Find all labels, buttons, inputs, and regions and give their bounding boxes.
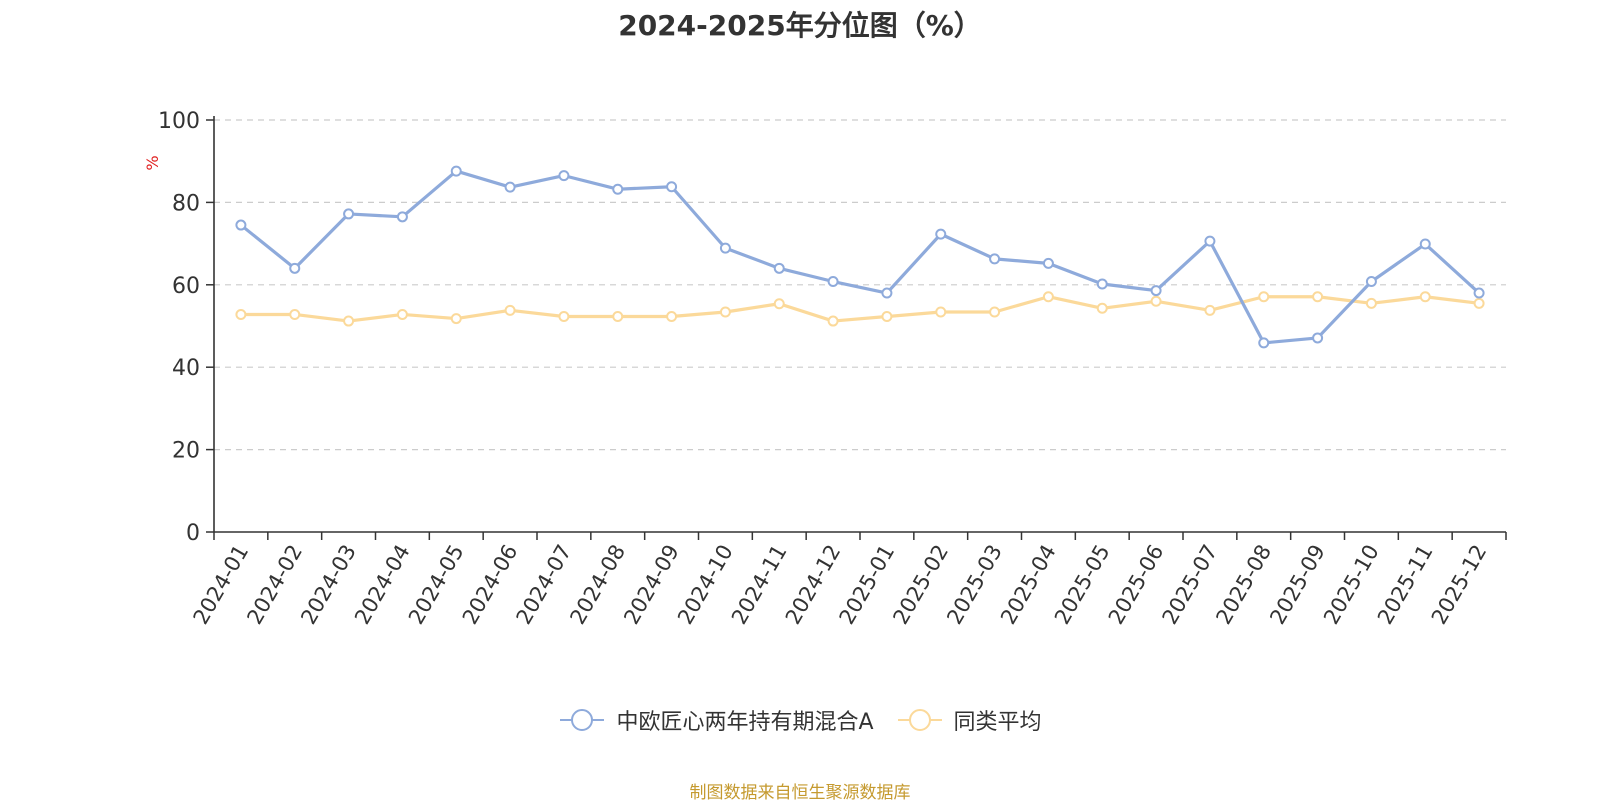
series-1-point: [827, 276, 839, 288]
series-1-point: [1312, 332, 1324, 344]
series-2-point: [827, 315, 839, 327]
series-1-point: [989, 253, 1001, 265]
axes: 020406080100%2024-012024-022024-032024-0…: [143, 109, 1507, 628]
series-2-point: [1096, 302, 1108, 314]
series-1-point: [450, 165, 462, 177]
series-2-point: [1312, 291, 1324, 303]
series-1-point: [289, 262, 301, 274]
series-2-point: [773, 298, 785, 310]
chart-title: 2024-2025年分位图（%）: [618, 9, 982, 42]
series-2-point: [1365, 297, 1377, 309]
series-1-point: [1419, 238, 1431, 250]
series-1-point: [666, 181, 678, 193]
series-2-point: [1042, 291, 1054, 303]
series-1-point: [1365, 276, 1377, 288]
series-1-point: [881, 287, 893, 299]
series-1-point: [558, 170, 570, 182]
series-2-point: [235, 308, 247, 320]
legend-item-series-1[interactable]: 中欧匠心两年持有期混合A: [558, 704, 874, 736]
series-2-point: [612, 311, 624, 323]
series-2-point: [289, 308, 301, 320]
series-1-point: [1204, 235, 1216, 247]
y-tick-label: 80: [172, 191, 200, 216]
series-2-point: [504, 304, 516, 316]
legend-marker-series-2-icon: [897, 709, 942, 731]
grid-lines: [214, 119, 1506, 451]
series-2-point: [1258, 291, 1270, 303]
series-1-point: [773, 262, 785, 274]
series-1-point: [1096, 278, 1108, 290]
series-2-point: [935, 306, 947, 318]
series-1-point: [504, 181, 516, 193]
series-layer: [235, 165, 1485, 349]
series-2-point: [1204, 304, 1216, 316]
data-source-note: 制图数据来自恒生聚源数据库: [689, 783, 911, 803]
series-1-point: [1473, 287, 1485, 299]
y-tick-label: 40: [172, 356, 200, 381]
y-tick-label: 0: [186, 521, 200, 546]
series-2-point: [881, 311, 893, 323]
legend-item-series-2[interactable]: 同类平均: [896, 704, 1042, 736]
legend-label-series-2: 同类平均: [953, 710, 1042, 735]
legend-marker-series-1-icon: [560, 709, 605, 731]
series-2-point: [1419, 291, 1431, 303]
series-1-point: [396, 211, 408, 223]
series-2-point: [666, 311, 678, 323]
y-axis-label: %: [143, 155, 162, 170]
series-2-point: [396, 308, 408, 320]
legend: 中欧匠心两年持有期混合A 同类平均: [0, 704, 1600, 736]
series-1-point: [935, 228, 947, 240]
series-2-point: [719, 306, 731, 318]
series-1-point: [343, 208, 355, 220]
y-tick-label: 20: [172, 439, 200, 464]
series-1-point: [235, 219, 247, 231]
series-1-point: [1150, 285, 1162, 297]
y-tick-label: 60: [172, 274, 200, 299]
y-tick-label: 100: [158, 109, 200, 134]
series-2-point: [1150, 295, 1162, 307]
series-2-point: [1473, 297, 1485, 309]
legend-label-series-1: 中欧匠心两年持有期混合A: [616, 710, 874, 735]
series-2-point: [343, 315, 355, 327]
series-1-point: [719, 242, 731, 254]
series-2-point: [558, 311, 570, 323]
series-line-2: [239, 295, 1481, 323]
series-2-point: [989, 306, 1001, 318]
series-1-point: [612, 183, 624, 195]
series-2-point: [450, 313, 462, 325]
series-1-point: [1042, 257, 1054, 269]
series-1-point: [1258, 337, 1270, 349]
series-line-1: [239, 169, 1481, 345]
